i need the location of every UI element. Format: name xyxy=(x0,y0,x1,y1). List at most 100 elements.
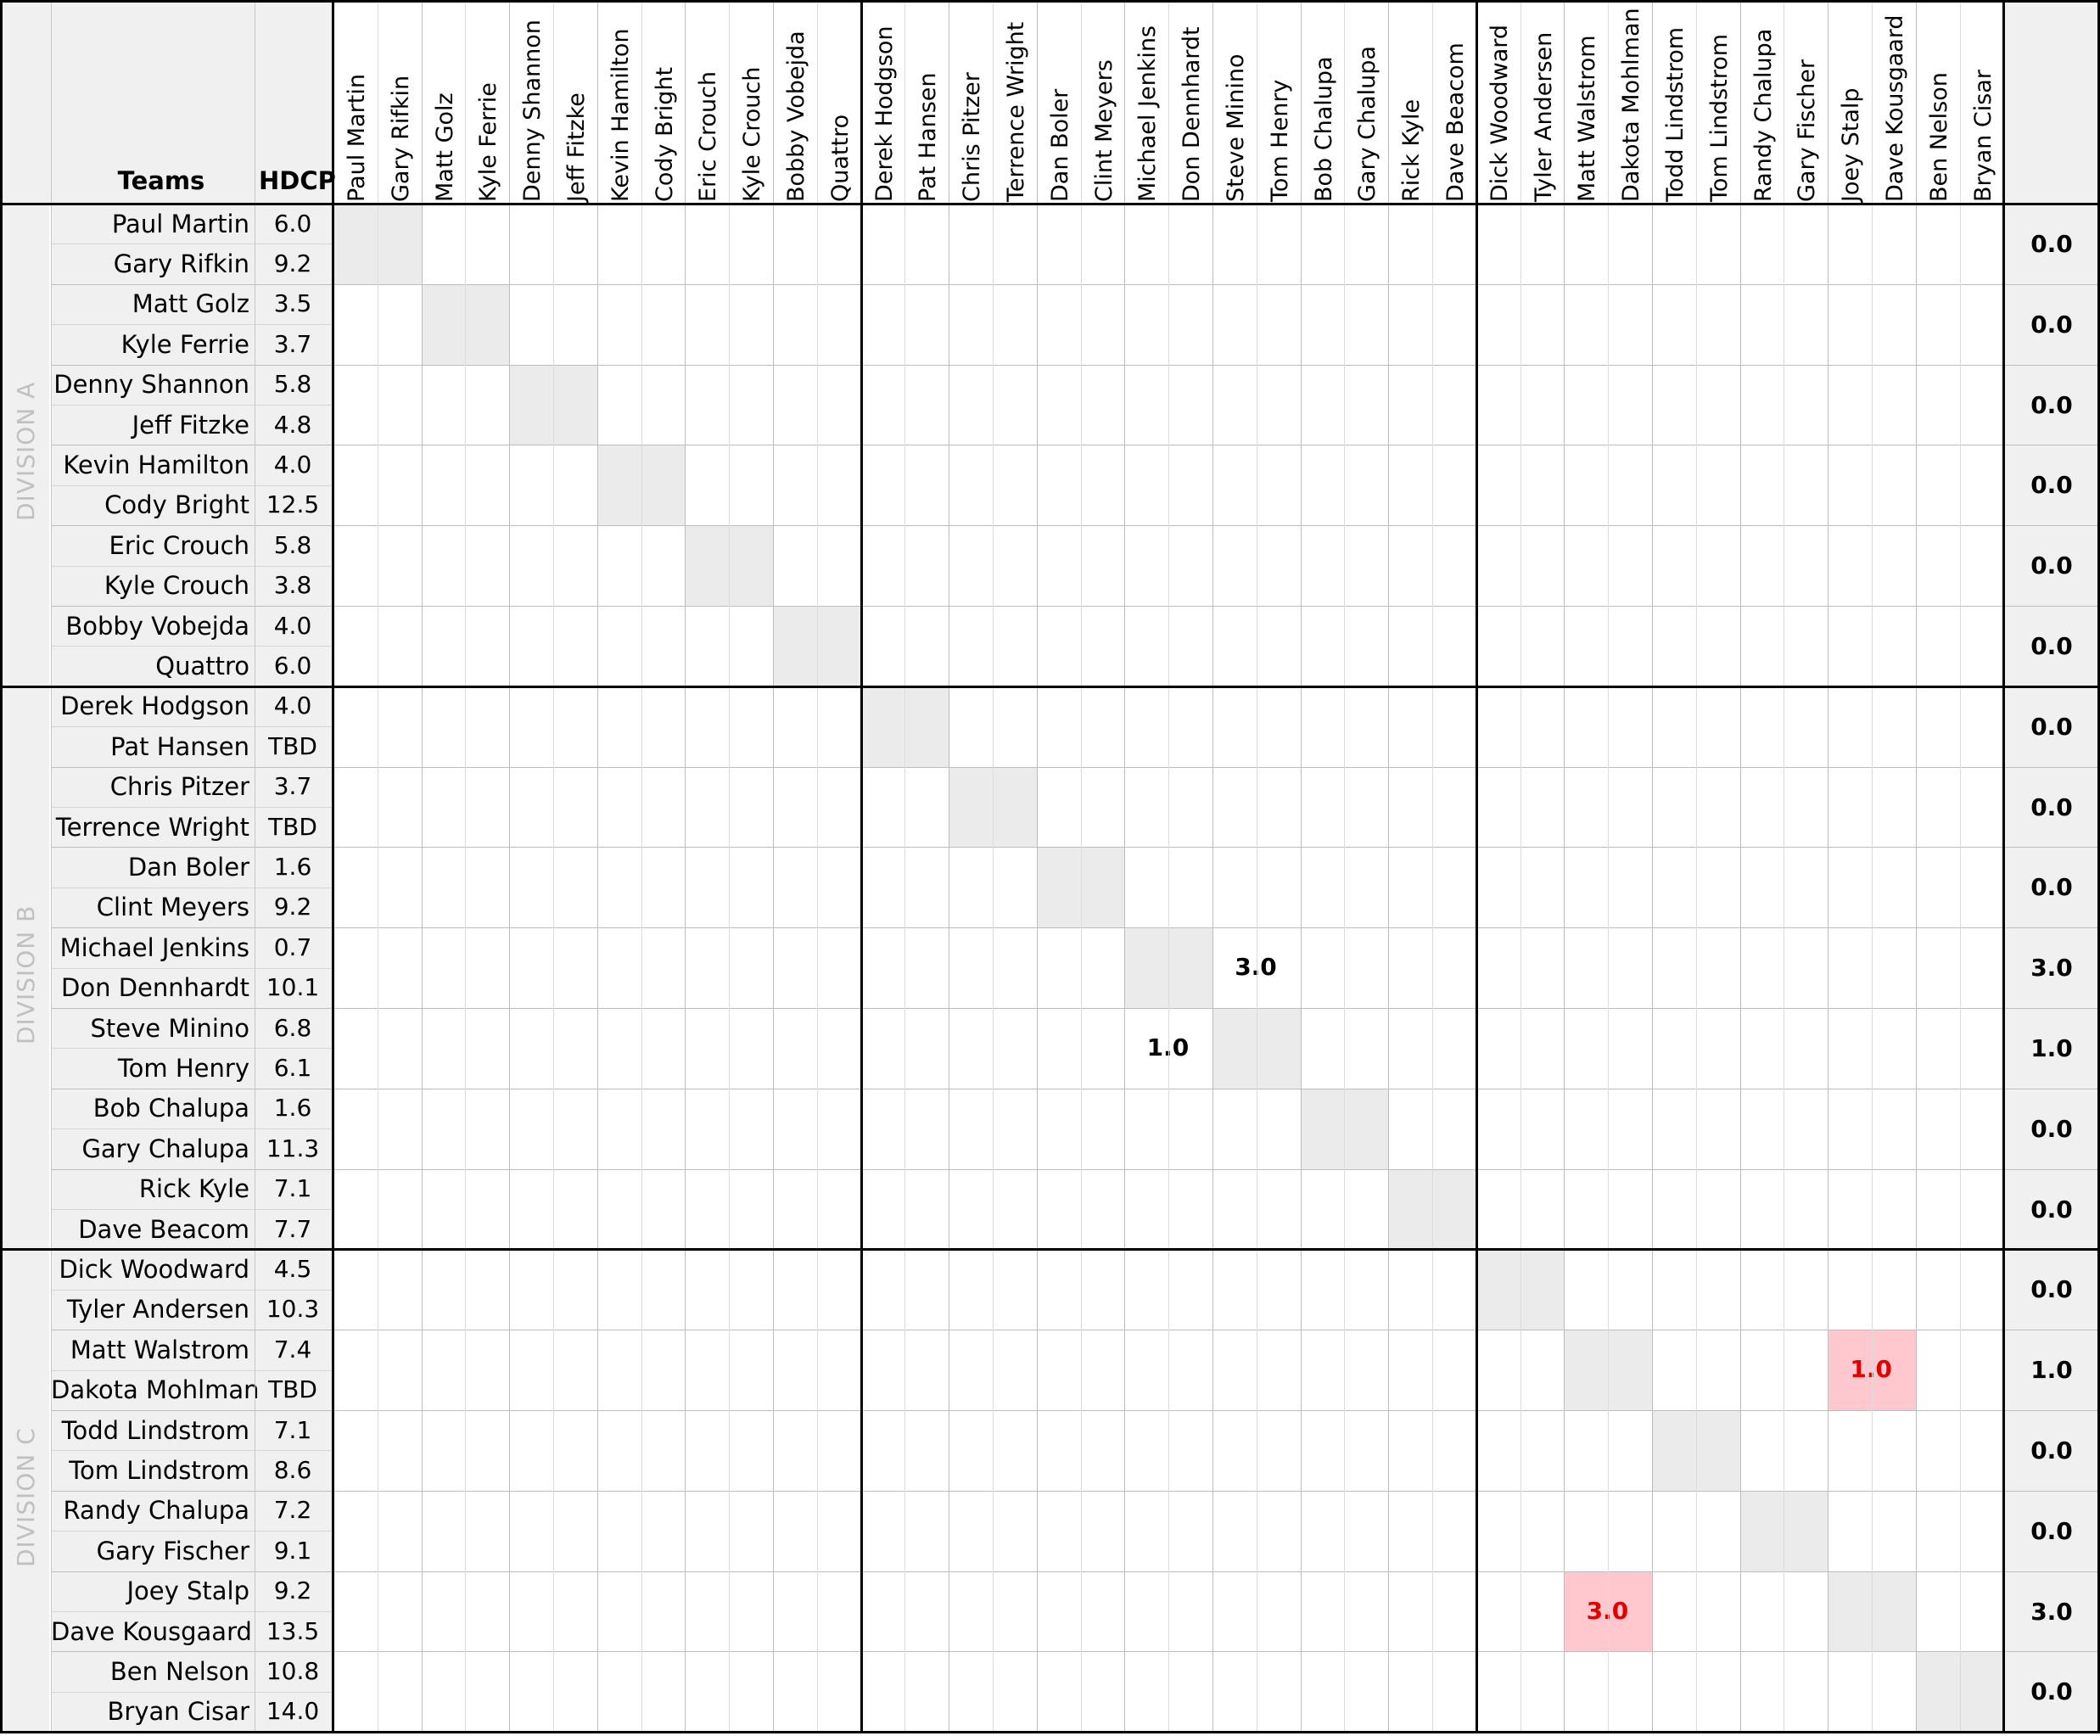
column-header: Denny Shannon xyxy=(511,20,555,202)
player-hdcp: 9.2 xyxy=(273,893,312,921)
division-border xyxy=(1475,0,1478,1734)
player-hdcp: 9.2 xyxy=(273,249,312,277)
player-hdcp: 12.5 xyxy=(266,490,320,519)
player-name: Todd Lindstrom xyxy=(61,1415,249,1445)
division-border xyxy=(0,0,3,1734)
division-side-cell xyxy=(2,1249,49,1733)
team-total: 0.0 xyxy=(2004,848,2099,928)
player-name: Eric Crouch xyxy=(109,530,249,560)
grid-hline xyxy=(51,1048,333,1050)
grid-vline xyxy=(1344,0,1346,1733)
column-header: Quattro xyxy=(819,115,863,202)
grid-hline xyxy=(51,1008,2100,1009)
player-hdcp: 6.8 xyxy=(273,1013,312,1042)
player-hdcp: 0.7 xyxy=(273,932,312,961)
grid-vline xyxy=(1300,0,1302,1733)
player-name: Paul Martin xyxy=(111,209,249,238)
team-total: 0.0 xyxy=(2004,1491,2099,1571)
player-hdcp: 10.8 xyxy=(266,1656,320,1685)
self-match-cell xyxy=(949,766,1037,848)
player-name: Chris Pitzer xyxy=(109,772,249,802)
match-score[interactable]: 3.0 xyxy=(1235,953,1277,982)
player-hdcp: 3.8 xyxy=(273,571,312,600)
column-header: Dick Woodward xyxy=(1478,25,1522,202)
player-name: Kyle Crouch xyxy=(104,571,249,601)
player-name: Tom Henry xyxy=(117,1053,249,1083)
column-header: Bryan Cisar xyxy=(1962,70,2006,202)
team-total: 0.0 xyxy=(2004,767,2099,848)
grid-hline xyxy=(51,726,333,728)
column-header: Michael Jenkins xyxy=(1126,25,1170,202)
grid-vline xyxy=(465,0,467,1733)
column-header: Kevin Hamilton xyxy=(599,28,643,202)
division-border xyxy=(0,1248,2100,1252)
column-header: Todd Lindstrom xyxy=(1654,27,1698,202)
self-match-cell xyxy=(509,364,597,445)
grid-vline xyxy=(1520,0,1521,1733)
column-header: Chris Pitzer xyxy=(950,72,994,202)
grid-hline xyxy=(51,324,333,326)
division-side-cell xyxy=(2,686,49,1250)
column-header: Joey Stalp xyxy=(1829,87,1873,202)
team-total: 0.0 xyxy=(2004,607,2099,686)
player-hdcp: 6.0 xyxy=(273,209,312,238)
match-score[interactable]: 3.0 xyxy=(1586,1596,1629,1625)
player-name: Gary Fischer xyxy=(96,1536,249,1565)
team-total: 0.0 xyxy=(2004,686,2099,767)
player-hdcp: 3.5 xyxy=(273,289,312,318)
grid-vline xyxy=(685,0,686,1733)
grid-vline xyxy=(641,0,642,1733)
column-header: Tyler Andersen xyxy=(1522,32,1566,202)
match-score[interactable]: 1.0 xyxy=(1146,1033,1190,1061)
division-label: DIVISION A xyxy=(12,382,40,521)
grid-vline xyxy=(1080,0,1082,1733)
column-header: Dave Kousgaard xyxy=(1873,14,1918,202)
column-header: Matt Golz xyxy=(423,92,468,202)
player-name: Jeff Fitzke xyxy=(132,410,249,440)
player-hdcp: 7.1 xyxy=(273,1415,312,1444)
team-total: 0.0 xyxy=(2004,365,2099,445)
player-name: Dakota Mohlman xyxy=(51,1375,260,1405)
player-hdcp: 7.7 xyxy=(273,1214,312,1243)
column-header: Eric Crouch xyxy=(686,71,731,202)
player-name: Ben Nelson xyxy=(109,1656,249,1686)
grid-vline xyxy=(904,0,906,1733)
player-name: Gary Rifkin xyxy=(113,249,249,278)
player-name: Randy Chalupa xyxy=(63,1496,249,1526)
grid-hline xyxy=(51,1611,333,1612)
player-name: Matt Walstrom xyxy=(70,1335,249,1364)
grid-vline xyxy=(1915,0,1917,1733)
match-score[interactable]: 1.0 xyxy=(1850,1355,1892,1384)
team-total: 1.0 xyxy=(2004,1330,2099,1410)
player-name: Bob Chalupa xyxy=(92,1094,249,1123)
grid-vline xyxy=(1564,0,1565,1733)
division-border xyxy=(0,1731,2100,1734)
grid-vline xyxy=(1872,0,1873,1733)
grid-hline xyxy=(51,1571,2100,1572)
player-hdcp: 7.2 xyxy=(273,1496,312,1525)
player-hdcp: 4.0 xyxy=(273,450,312,479)
player-hdcp: 1.6 xyxy=(273,852,312,881)
player-hdcp: TBD xyxy=(268,812,317,841)
grid-hline xyxy=(51,1490,2100,1492)
player-hdcp: 6.1 xyxy=(273,1053,312,1082)
grid-hline xyxy=(51,807,333,808)
player-hdcp: 5.8 xyxy=(273,370,312,399)
column-header: Terrence Wright xyxy=(994,22,1039,202)
grid-hline xyxy=(51,606,2100,607)
column-header: Kyle Crouch xyxy=(731,67,775,202)
column-header: Gary Chalupa xyxy=(1346,46,1390,202)
grid-hline xyxy=(51,283,2100,285)
player-name: Gary Chalupa xyxy=(81,1134,249,1163)
grid-hline xyxy=(51,565,333,567)
division-border xyxy=(0,0,2100,3)
grid-vline xyxy=(596,0,598,1733)
division-border xyxy=(2097,0,2100,1734)
player-name: Dave Kousgaard xyxy=(51,1616,252,1646)
grid-hline xyxy=(51,847,2100,848)
column-header: Dave Beacom xyxy=(1434,42,1478,202)
column-header: Derek Hodgson xyxy=(863,25,907,202)
grid-vline xyxy=(1608,0,1610,1733)
grid-vline xyxy=(51,0,52,1733)
